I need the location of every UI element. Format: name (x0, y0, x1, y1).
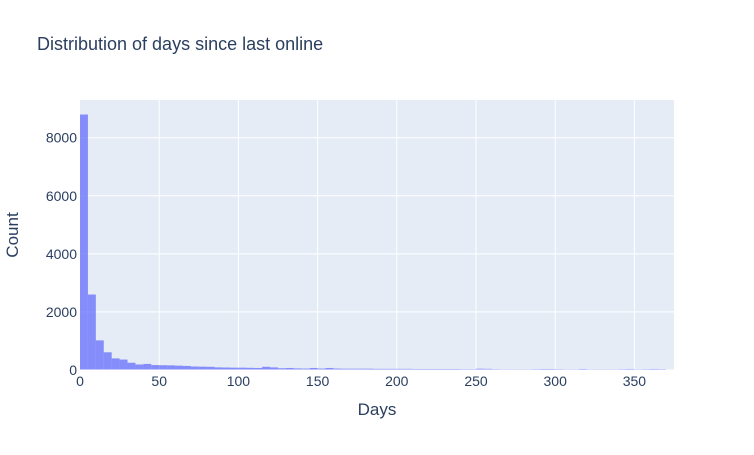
x-tick-label: 350 (623, 373, 647, 389)
plot-area (80, 100, 674, 370)
x-tick-label: 150 (306, 373, 330, 389)
histogram-bar[interactable] (120, 360, 128, 370)
histogram-bar[interactable] (88, 295, 96, 370)
x-axis-title: Days (358, 400, 397, 419)
x-tick-label: 100 (227, 373, 251, 389)
chart-title: Distribution of days since last online (37, 34, 323, 54)
y-axis-title: Count (3, 212, 22, 258)
histogram-bar[interactable] (151, 365, 159, 370)
x-tick-label: 50 (151, 373, 167, 389)
x-tick-label: 200 (385, 373, 409, 389)
x-tick-label: 0 (76, 373, 84, 389)
histogram-bar[interactable] (167, 365, 175, 370)
histogram-bar[interactable] (159, 365, 167, 370)
y-tick-label: 8000 (46, 130, 77, 146)
histogram-bar[interactable] (128, 363, 136, 370)
y-tick-label: 0 (69, 362, 77, 378)
y-axis-ticks: 0 2000 4000 6000 8000 (46, 130, 77, 378)
y-tick-label: 2000 (46, 304, 77, 320)
x-tick-label: 250 (464, 373, 488, 389)
y-tick-label: 4000 (46, 246, 77, 262)
histogram-bar[interactable] (199, 367, 207, 370)
histogram-bar[interactable] (96, 340, 104, 370)
y-tick-label: 6000 (46, 188, 77, 204)
x-tick-label: 300 (544, 373, 568, 389)
histogram-bar[interactable] (191, 367, 199, 370)
histogram-bar[interactable] (80, 115, 88, 370)
histogram-bar[interactable] (183, 366, 191, 370)
histogram-bar[interactable] (175, 366, 183, 370)
histogram-bar[interactable] (112, 358, 120, 370)
histogram-bar[interactable] (104, 352, 112, 370)
x-axis-ticks: 0 50 100 150 200 250 300 350 (76, 373, 646, 389)
histogram-bar[interactable] (135, 364, 143, 370)
histogram-bar[interactable] (143, 364, 151, 370)
